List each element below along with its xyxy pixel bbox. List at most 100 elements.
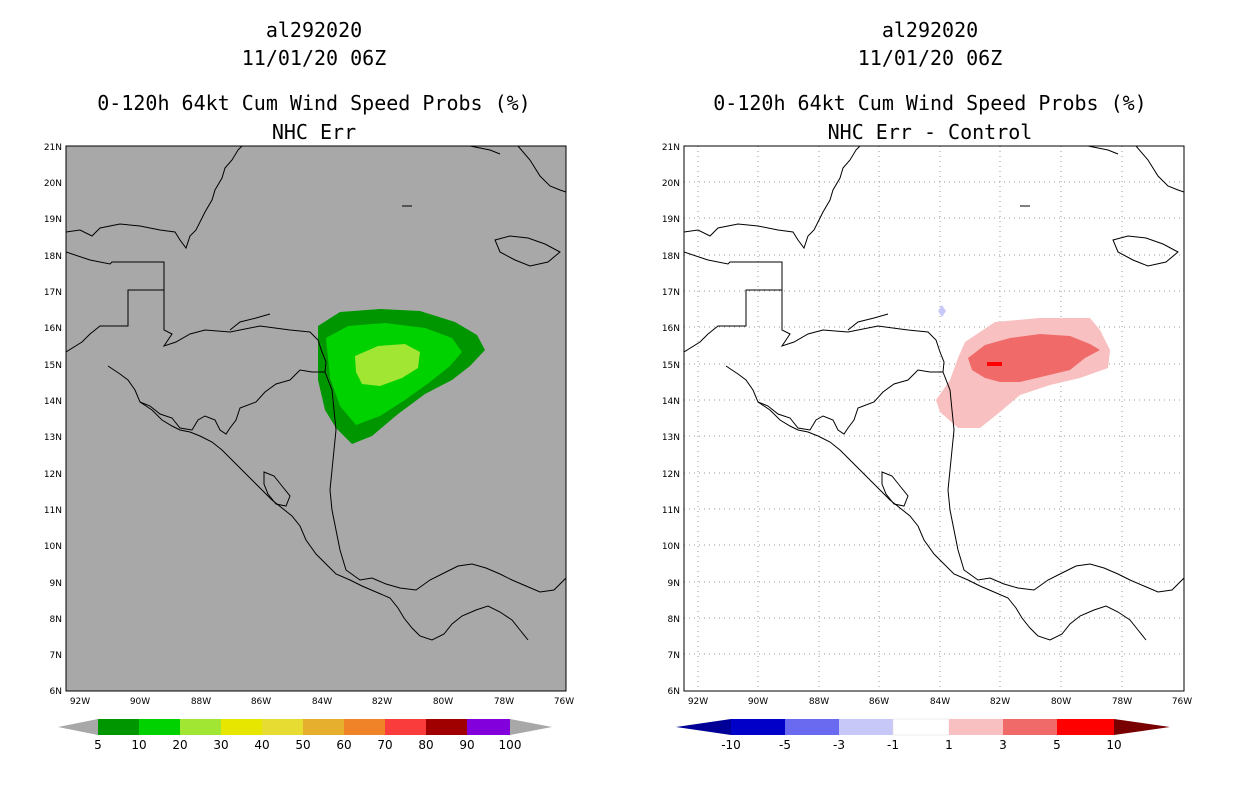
colorbar-swatch xyxy=(467,719,510,735)
lat-label: 9N xyxy=(50,579,62,589)
lat-label: 18N xyxy=(662,252,680,262)
left-colorbar: 5 10 20 30 40 50 60 70 80 90 100 xyxy=(58,719,552,752)
lat-label: 15N xyxy=(662,361,680,371)
colorbar-swatch xyxy=(949,719,1003,735)
lon-label: 76W xyxy=(554,697,574,707)
colorbar-swatch xyxy=(892,718,950,736)
lat-label: 10N xyxy=(44,542,62,552)
lat-label: 14N xyxy=(662,397,680,407)
left-lon-labels: 92W 90W 88W 86W 84W 82W 80W 78W 76W xyxy=(70,697,574,707)
lat-label: 12N xyxy=(44,470,62,480)
lon-label: 84W xyxy=(312,697,332,707)
lat-label: 10N xyxy=(662,542,680,552)
colorbar-swatch xyxy=(731,719,785,735)
right-storm-id: al292020 xyxy=(881,18,979,42)
lon-label: 92W xyxy=(70,697,90,707)
colorbar-label: 5 xyxy=(94,738,102,752)
colorbar-label: -1 xyxy=(887,738,899,752)
lon-label: 84W xyxy=(930,697,950,707)
colorbar-label: 40 xyxy=(254,738,269,752)
lat-label: 15N xyxy=(44,361,62,371)
right-subtitle: NHC Err - Control xyxy=(827,120,1033,144)
lon-label: 88W xyxy=(191,697,211,707)
lon-label: 86W xyxy=(251,697,271,707)
colorbar-swatch xyxy=(1057,719,1114,735)
colorbar-label: 60 xyxy=(336,738,351,752)
lat-label: 6N xyxy=(50,687,62,697)
lat-label: 12N xyxy=(662,470,680,480)
colorbar-high-arrow xyxy=(510,719,552,735)
lat-label: 19N xyxy=(662,215,680,225)
colorbar-label: 100 xyxy=(499,738,522,752)
colorbar-label: 50 xyxy=(295,738,310,752)
colorbar-swatch xyxy=(426,719,467,735)
colorbar-swatch xyxy=(839,719,893,735)
lon-label: 90W xyxy=(748,697,768,707)
lat-label: 6N xyxy=(668,687,680,697)
colorbar-swatch xyxy=(785,719,839,735)
colorbar-swatch xyxy=(262,719,303,735)
diff-contour-5-10 xyxy=(987,362,1002,366)
colorbar-label: 5 xyxy=(1053,738,1061,752)
right-lat-labels: 21N 20N 19N 18N 17N 16N 15N 14N 13N 12N … xyxy=(662,143,680,697)
lon-label: 78W xyxy=(494,697,514,707)
lon-label: 90W xyxy=(130,697,150,707)
lat-label: 18N xyxy=(44,252,62,262)
diff-contour-neg xyxy=(938,305,946,317)
left-map-background xyxy=(65,145,567,692)
lat-label: 21N xyxy=(44,143,62,153)
colorbar-label: 10 xyxy=(1106,738,1121,752)
colorbar-swatch xyxy=(385,719,426,735)
colorbar-label: -5 xyxy=(779,738,791,752)
colorbar-low-arrow xyxy=(676,719,731,735)
lat-label: 7N xyxy=(50,651,62,661)
lat-label: 20N xyxy=(662,179,680,189)
colorbar-swatch xyxy=(98,719,139,735)
lat-label: 13N xyxy=(662,433,680,443)
lat-label: 19N xyxy=(44,215,62,225)
right-map: 21N 20N 19N 18N 17N 16N 15N 14N 13N 12N … xyxy=(662,143,1192,752)
colorbar-swatch xyxy=(303,719,344,735)
lat-label: 13N xyxy=(44,433,62,443)
lon-label: 80W xyxy=(433,697,453,707)
colorbar-label: 90 xyxy=(459,738,474,752)
colorbar-label: 1 xyxy=(945,738,953,752)
lat-label: 9N xyxy=(668,579,680,589)
lon-label: 92W xyxy=(688,697,708,707)
left-storm-id: al292020 xyxy=(265,18,363,42)
lon-label: 76W xyxy=(1172,697,1192,707)
lat-label: 16N xyxy=(44,324,62,334)
left-lat-labels: 21N 20N 19N 18N 17N 16N 15N 14N 13N 12N … xyxy=(44,143,62,697)
left-product-title: 0-120h 64kt Cum Wind Speed Probs (%) xyxy=(97,91,531,115)
lat-label: 8N xyxy=(50,615,62,625)
left-subtitle: NHC Err xyxy=(271,120,357,144)
lat-label: 11N xyxy=(662,506,680,516)
left-coastlines xyxy=(66,146,566,641)
right-product-title: 0-120h 64kt Cum Wind Speed Probs (%) xyxy=(713,91,1147,115)
colorbar-swatch xyxy=(180,719,221,735)
lat-label: 8N xyxy=(668,615,680,625)
colorbar-swatch xyxy=(221,719,262,735)
left-datetime: 11/01/20 06Z xyxy=(241,46,387,70)
left-map: 21N 20N 19N 18N 17N 16N 15N 14N 13N 12N … xyxy=(44,143,574,752)
lon-label: 86W xyxy=(869,697,889,707)
colorbar-label: 10 xyxy=(131,738,146,752)
colorbar-label: 30 xyxy=(213,738,228,752)
right-datetime: 11/01/20 06Z xyxy=(857,46,1003,70)
lon-label: 88W xyxy=(809,697,829,707)
right-map-background xyxy=(684,146,1184,691)
right-lon-labels: 92W 90W 88W 86W 84W 82W 80W 78W 76W xyxy=(688,697,1192,707)
lat-label: 17N xyxy=(44,288,62,298)
lon-label: 80W xyxy=(1051,697,1071,707)
right-coastlines xyxy=(684,146,1184,641)
colorbar-swatch xyxy=(1003,719,1057,735)
lat-label: 7N xyxy=(668,651,680,661)
colorbar-label: -3 xyxy=(833,738,845,752)
lat-label: 20N xyxy=(44,179,62,189)
right-gridlines xyxy=(684,146,1184,691)
lat-label: 11N xyxy=(44,506,62,516)
lat-label: 16N xyxy=(662,324,680,334)
lat-label: 14N xyxy=(44,397,62,407)
lat-label: 21N xyxy=(662,143,680,153)
diff-contour-3-5 xyxy=(968,334,1100,382)
